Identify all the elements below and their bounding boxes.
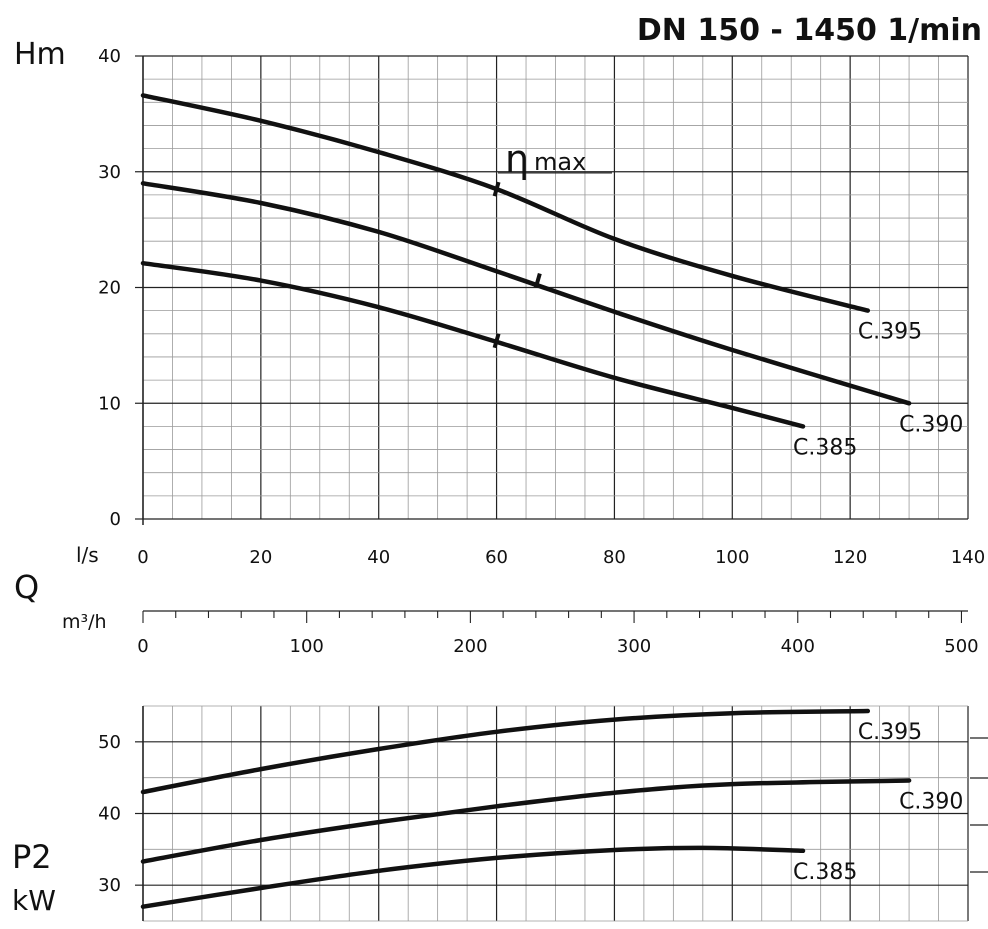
labels: DN 150 - 1450 1/min Hm Q l/s m³/h P2 kW …	[12, 13, 982, 917]
head-y-tick-label: 20	[98, 278, 121, 299]
head-axis-label: Hm	[14, 37, 66, 72]
eta-max-mark	[492, 181, 501, 197]
head-curve-label: C.395	[858, 320, 922, 345]
flow-ls-unit-label: l/s	[76, 543, 99, 567]
flow-m3h-tick-label: 100	[290, 636, 324, 657]
head-curve-c390	[140, 181, 912, 406]
head-grid: 0 10 20 30 40 0 20 40 60 80 100 120 140	[98, 46, 985, 568]
eta-max-text: max	[534, 148, 586, 176]
power-axis-label: P2	[12, 838, 52, 876]
flow-m3h-tick-label: 200	[453, 636, 487, 657]
eta-max-mark	[533, 273, 542, 289]
flow-ls-tick-label: 40	[367, 547, 390, 568]
flow-ls-tick-label: 60	[485, 547, 508, 568]
flow-axis-label: Q	[14, 568, 39, 606]
flow-m3h-unit-label: m³/h	[62, 611, 107, 633]
flow-ls-tick-label: 20	[249, 547, 272, 568]
power-y-tick-label: 50	[98, 732, 121, 753]
head-curve-label: C.385	[793, 435, 857, 460]
eta-max-symbol: η	[505, 137, 529, 181]
power-grid: 30 40 50	[98, 705, 988, 922]
flow-m3h-tick-label: 0	[137, 636, 148, 657]
power-curve-c390	[140, 778, 912, 864]
chart-title: DN 150 - 1450 1/min	[637, 13, 982, 48]
head-y-tick-label: 0	[110, 509, 121, 530]
flow-m3h-tick-label: 500	[944, 636, 978, 657]
flow-ls-tick-label: 100	[715, 547, 749, 568]
flow-m3h-axis: 0 100 200 300 400 500	[137, 610, 979, 657]
flow-m3h-tick-label: 300	[617, 636, 651, 657]
head-curve-label: C.390	[899, 412, 963, 437]
head-y-tick-label: 10	[98, 393, 121, 414]
power-curve-label: C.395	[858, 720, 922, 745]
head-y-tick-label: 40	[98, 46, 121, 67]
flow-ls-tick-label: 0	[137, 547, 148, 568]
flow-ls-tick-label: 120	[833, 547, 867, 568]
power-unit-label: kW	[12, 884, 56, 917]
power-curve-c395	[140, 708, 871, 795]
flow-ls-tick-label: 80	[603, 547, 626, 568]
head-y-tick-label: 30	[98, 162, 121, 183]
power-y-tick-label: 40	[98, 804, 121, 825]
eta-max-mark	[492, 333, 501, 349]
curves: C.395 C.390 C.385 C.395 C.390 C.385	[140, 93, 963, 909]
power-curve-label: C.390	[899, 790, 963, 815]
flow-ls-tick-label: 140	[951, 547, 985, 568]
power-y-tick-label: 30	[98, 875, 121, 896]
power-curve-c385	[140, 845, 806, 909]
flow-m3h-tick-label: 400	[781, 636, 815, 657]
power-curve-label: C.385	[793, 860, 857, 885]
